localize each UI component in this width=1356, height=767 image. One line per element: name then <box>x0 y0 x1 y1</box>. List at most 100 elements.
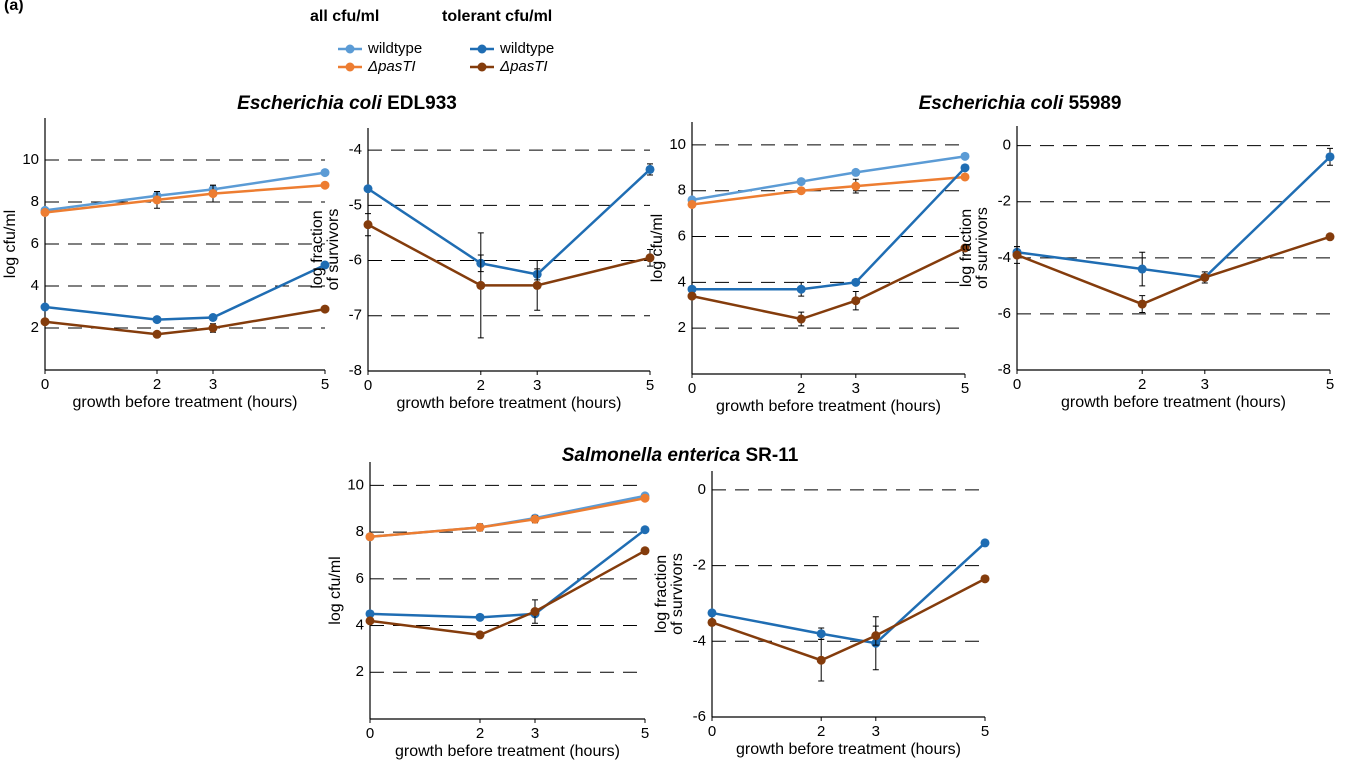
data-point <box>687 284 697 294</box>
series-line <box>44 183 326 214</box>
y-tick-label: 4 <box>678 273 686 290</box>
data-point <box>960 151 970 161</box>
x-tick-label: 0 <box>708 723 716 740</box>
series-line <box>367 223 651 287</box>
data-point <box>208 323 218 333</box>
x-axis-label: growth before treatment (hours) <box>736 741 961 758</box>
legend-label: wildtype <box>499 40 554 57</box>
series-line <box>692 166 966 291</box>
data-point <box>40 317 50 327</box>
data-point <box>640 525 650 535</box>
data-point <box>1012 250 1022 260</box>
data-point <box>1137 299 1147 309</box>
x-tick-label: 3 <box>209 376 217 393</box>
x-tick-label: 2 <box>476 725 484 742</box>
data-point <box>152 315 162 325</box>
x-axis-label: growth before treatment (hours) <box>716 398 941 415</box>
series-line <box>691 175 966 206</box>
legend-header: all cfu/ml <box>310 8 379 25</box>
data-point <box>796 177 806 187</box>
y-tick-label: 8 <box>356 523 364 540</box>
series-line <box>369 496 646 539</box>
y-tick-label: 6 <box>678 228 686 245</box>
y-tick-label: 4 <box>31 277 39 294</box>
data-point <box>707 617 717 627</box>
title-species: Escherichia coli <box>237 93 382 114</box>
data-point <box>1200 272 1210 282</box>
title-strain: 55989 <box>1069 93 1122 114</box>
y-tick-label: -8 <box>349 362 362 379</box>
y-tick-label: -4 <box>998 249 1011 266</box>
chart-title: Escherichia coli 55989 <box>919 93 1122 114</box>
y-tick-label: 2 <box>31 319 39 336</box>
y-tick-label: -4 <box>693 632 706 649</box>
x-tick-label: 2 <box>1138 376 1146 393</box>
y-tick-label: 10 <box>22 151 39 168</box>
y-axis-label: log cfu/ml <box>327 556 344 624</box>
series-line <box>44 263 326 321</box>
series-line <box>369 494 646 539</box>
data-point <box>320 180 330 190</box>
data-point <box>152 329 162 339</box>
data-point <box>796 186 806 196</box>
series-line <box>44 171 326 212</box>
legend-marker <box>477 44 487 54</box>
y-tick-label: 8 <box>678 182 686 199</box>
y-tick-label: 8 <box>31 193 39 210</box>
data-point <box>851 181 861 191</box>
x-tick-label: 5 <box>641 725 649 742</box>
data-point <box>796 284 806 294</box>
x-tick-label: 0 <box>366 725 374 742</box>
series-line <box>691 246 966 321</box>
x-tick-label: 2 <box>797 380 805 397</box>
data-point <box>40 208 50 217</box>
data-point <box>1325 152 1335 162</box>
legend-marker <box>345 44 355 54</box>
data-point <box>687 199 697 209</box>
title-strain: SR-11 <box>745 445 798 466</box>
y-tick-label: 10 <box>347 476 364 493</box>
data-point <box>1137 264 1147 274</box>
y-tick-label: 4 <box>356 617 364 634</box>
data-point <box>363 220 373 230</box>
y-axis-label: of survivors <box>974 207 991 289</box>
data-point <box>640 546 650 556</box>
x-tick-label: 3 <box>1201 376 1209 393</box>
data-point <box>960 172 970 182</box>
x-tick-label: 3 <box>533 377 541 394</box>
data-point <box>532 280 542 290</box>
data-point <box>645 164 655 174</box>
y-tick-label: -5 <box>349 196 362 213</box>
x-tick-label: 3 <box>872 723 880 740</box>
x-tick-label: 0 <box>41 376 49 393</box>
legend-label: ΔpasTI <box>499 58 548 75</box>
y-tick-label: -8 <box>998 361 1011 378</box>
y-tick-label: -7 <box>349 307 362 324</box>
x-tick-label: 5 <box>1326 376 1334 393</box>
series-line <box>369 549 646 637</box>
chart-title: Salmonella enterica SR-11 <box>562 445 799 466</box>
title-species: Salmonella enterica <box>562 445 741 466</box>
y-axis-label: log fraction <box>653 555 670 633</box>
title-species: Escherichia coli <box>919 93 1064 114</box>
y-tick-label: 0 <box>698 481 706 498</box>
data-point <box>1325 232 1335 242</box>
data-point <box>365 609 375 619</box>
y-tick-label: -2 <box>998 193 1011 210</box>
data-point <box>960 163 970 173</box>
y-tick-label: -6 <box>693 708 706 725</box>
x-axis-label: growth before treatment (hours) <box>73 394 298 411</box>
x-tick-label: 3 <box>852 380 860 397</box>
data-point <box>640 493 650 503</box>
y-tick-label: -6 <box>349 252 362 269</box>
panel-label: (a) <box>4 0 24 14</box>
data-point <box>475 630 485 640</box>
y-tick-label: -2 <box>693 557 706 574</box>
data-point <box>475 522 485 532</box>
y-tick-label: 2 <box>678 319 686 336</box>
legend-label: ΔpasTI <box>367 58 416 75</box>
x-axis-label: growth before treatment (hours) <box>1061 394 1286 411</box>
y-tick-label: 0 <box>1003 137 1011 154</box>
y-tick-label: 6 <box>31 235 39 252</box>
